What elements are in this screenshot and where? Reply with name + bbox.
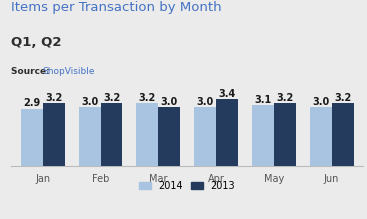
Bar [43,103,65,166]
Text: 3.4: 3.4 [218,89,236,99]
Text: ShopVisible: ShopVisible [42,67,95,76]
Bar [252,105,274,166]
Text: 3.2: 3.2 [334,93,351,102]
Text: 3.1: 3.1 [254,95,272,104]
Bar [331,103,353,166]
Text: 3.2: 3.2 [276,93,293,102]
Text: Source:: Source: [11,67,53,76]
Bar [137,103,158,166]
Text: 3.0: 3.0 [161,97,178,106]
Bar [310,107,331,166]
Bar [274,103,296,166]
Bar [216,99,238,166]
Bar [79,107,101,166]
Text: 3.0: 3.0 [81,97,98,106]
Bar [21,109,43,166]
Text: Items per Transaction by Month: Items per Transaction by Month [11,1,222,14]
Text: Q1, Q2: Q1, Q2 [11,36,62,49]
Text: 3.0: 3.0 [196,97,214,106]
Text: 3.2: 3.2 [139,93,156,102]
Text: 2.9: 2.9 [23,99,40,108]
Text: 3.2: 3.2 [103,93,120,102]
Bar [194,107,216,166]
Text: 3.2: 3.2 [45,93,62,102]
Text: 3.0: 3.0 [312,97,329,106]
Bar [101,103,123,166]
Bar [158,107,180,166]
Legend: 2014, 2013: 2014, 2013 [135,177,239,195]
